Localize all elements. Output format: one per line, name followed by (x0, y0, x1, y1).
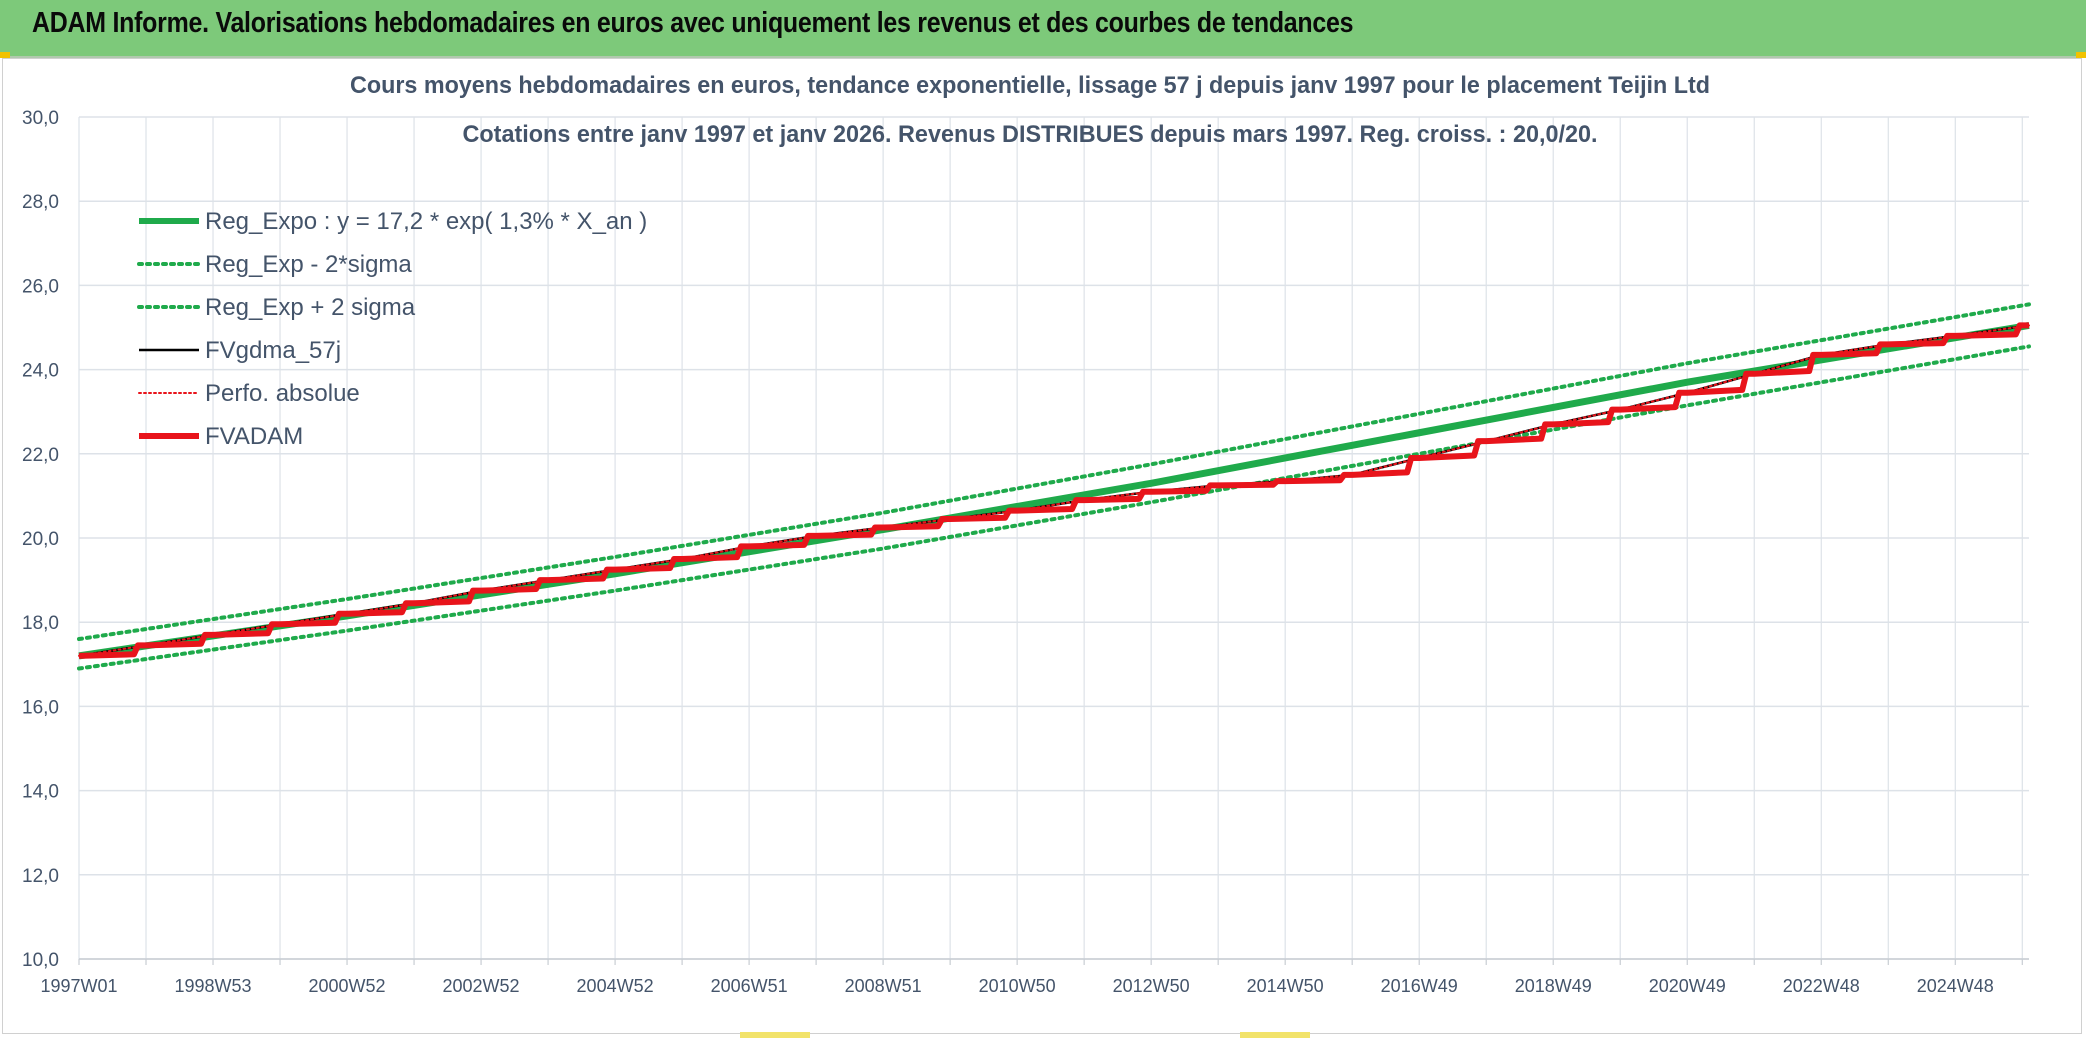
series-line-5 (78, 322, 2029, 659)
y-tick-label: 26,0 (22, 276, 59, 297)
banner-title: ADAM Informe. Valorisations hebdomadaire… (32, 7, 1354, 39)
y-tick-label: 14,0 (22, 782, 59, 803)
x-tick-label: 2002W52 (443, 976, 520, 996)
banner: ADAM Informe. Valorisations hebdomadaire… (0, 0, 2086, 58)
x-tick-label: 2018W49 (1515, 976, 1592, 996)
series-line-1 (77, 344, 2031, 671)
bottom-accent-bar (740, 1032, 810, 1038)
x-tick-label: 2024W48 (1917, 976, 1994, 996)
x-tick-label: 1997W01 (40, 976, 117, 996)
y-tick-label: 30,0 (22, 108, 59, 129)
x-axis-ticks: 1997W01 1998W53 2000W52 2002W52 2004W52 2006W… (40, 976, 1993, 996)
series-line-0 (78, 321, 2030, 660)
x-tick-label: 2022W48 (1783, 976, 1860, 996)
x-tick-label: 2008W51 (845, 976, 922, 996)
x-tick-label: 2020W49 (1649, 976, 1726, 996)
legend-label: Perfo. absolue (205, 380, 360, 407)
series-line-2 (77, 302, 2031, 642)
y-tick-label: 18,0 (22, 613, 59, 634)
legend-label: Reg_Expo : y = 17,2 * exp( 1,3% * X_an ) (205, 208, 647, 235)
series-lines (77, 302, 2031, 671)
legend-label: Reg_Exp + 2 sigma (205, 294, 416, 321)
x-tick-label: 2010W50 (979, 976, 1056, 996)
y-tick-label: 10,0 (22, 950, 59, 971)
corner-mark-left (0, 52, 10, 58)
chart-frame: 10,0 12,0 14,0 16,0 18,0 20,0 22,0 24,0 26,0 28,0… (2, 58, 2082, 1034)
x-tick-label: 2012W50 (1113, 976, 1190, 996)
x-tick-label: 2006W51 (711, 976, 788, 996)
grid (78, 116, 2029, 965)
x-tick-label: 2000W52 (309, 976, 386, 996)
bottom-accent-bar (1240, 1032, 1310, 1038)
legend: Reg_Expo : y = 17,2 * exp( 1,3% * X_an )… (137, 208, 647, 450)
chart-title: Cours moyens hebdomadaires en euros, ten… (350, 72, 1710, 99)
chart: 10,0 12,0 14,0 16,0 18,0 20,0 22,0 24,0 26,0 28,0… (22, 72, 2031, 996)
legend-label: Reg_Exp - 2*sigma (205, 251, 412, 278)
y-tick-label: 22,0 (22, 445, 59, 466)
chart-subtitle: Cotations entre janv 1997 et janv 2026. … (463, 121, 1598, 148)
legend-label: FVADAM (205, 423, 303, 450)
y-tick-label: 20,0 (22, 529, 59, 550)
y-axis-ticks: 10,0 12,0 14,0 16,0 18,0 20,0 22,0 24,0 26,0 28,0… (22, 108, 59, 971)
corner-mark-right (2076, 52, 2086, 58)
legend-label: FVgdma_57j (205, 337, 341, 364)
x-tick-label: 2016W49 (1381, 976, 1458, 996)
y-tick-label: 24,0 (22, 361, 59, 382)
y-tick-label: 28,0 (22, 192, 59, 213)
y-tick-label: 16,0 (22, 697, 59, 718)
y-tick-label: 12,0 (22, 866, 59, 887)
x-tick-label: 1998W53 (174, 976, 251, 996)
x-tick-label: 2014W50 (1247, 976, 1324, 996)
x-tick-label: 2004W52 (577, 976, 654, 996)
